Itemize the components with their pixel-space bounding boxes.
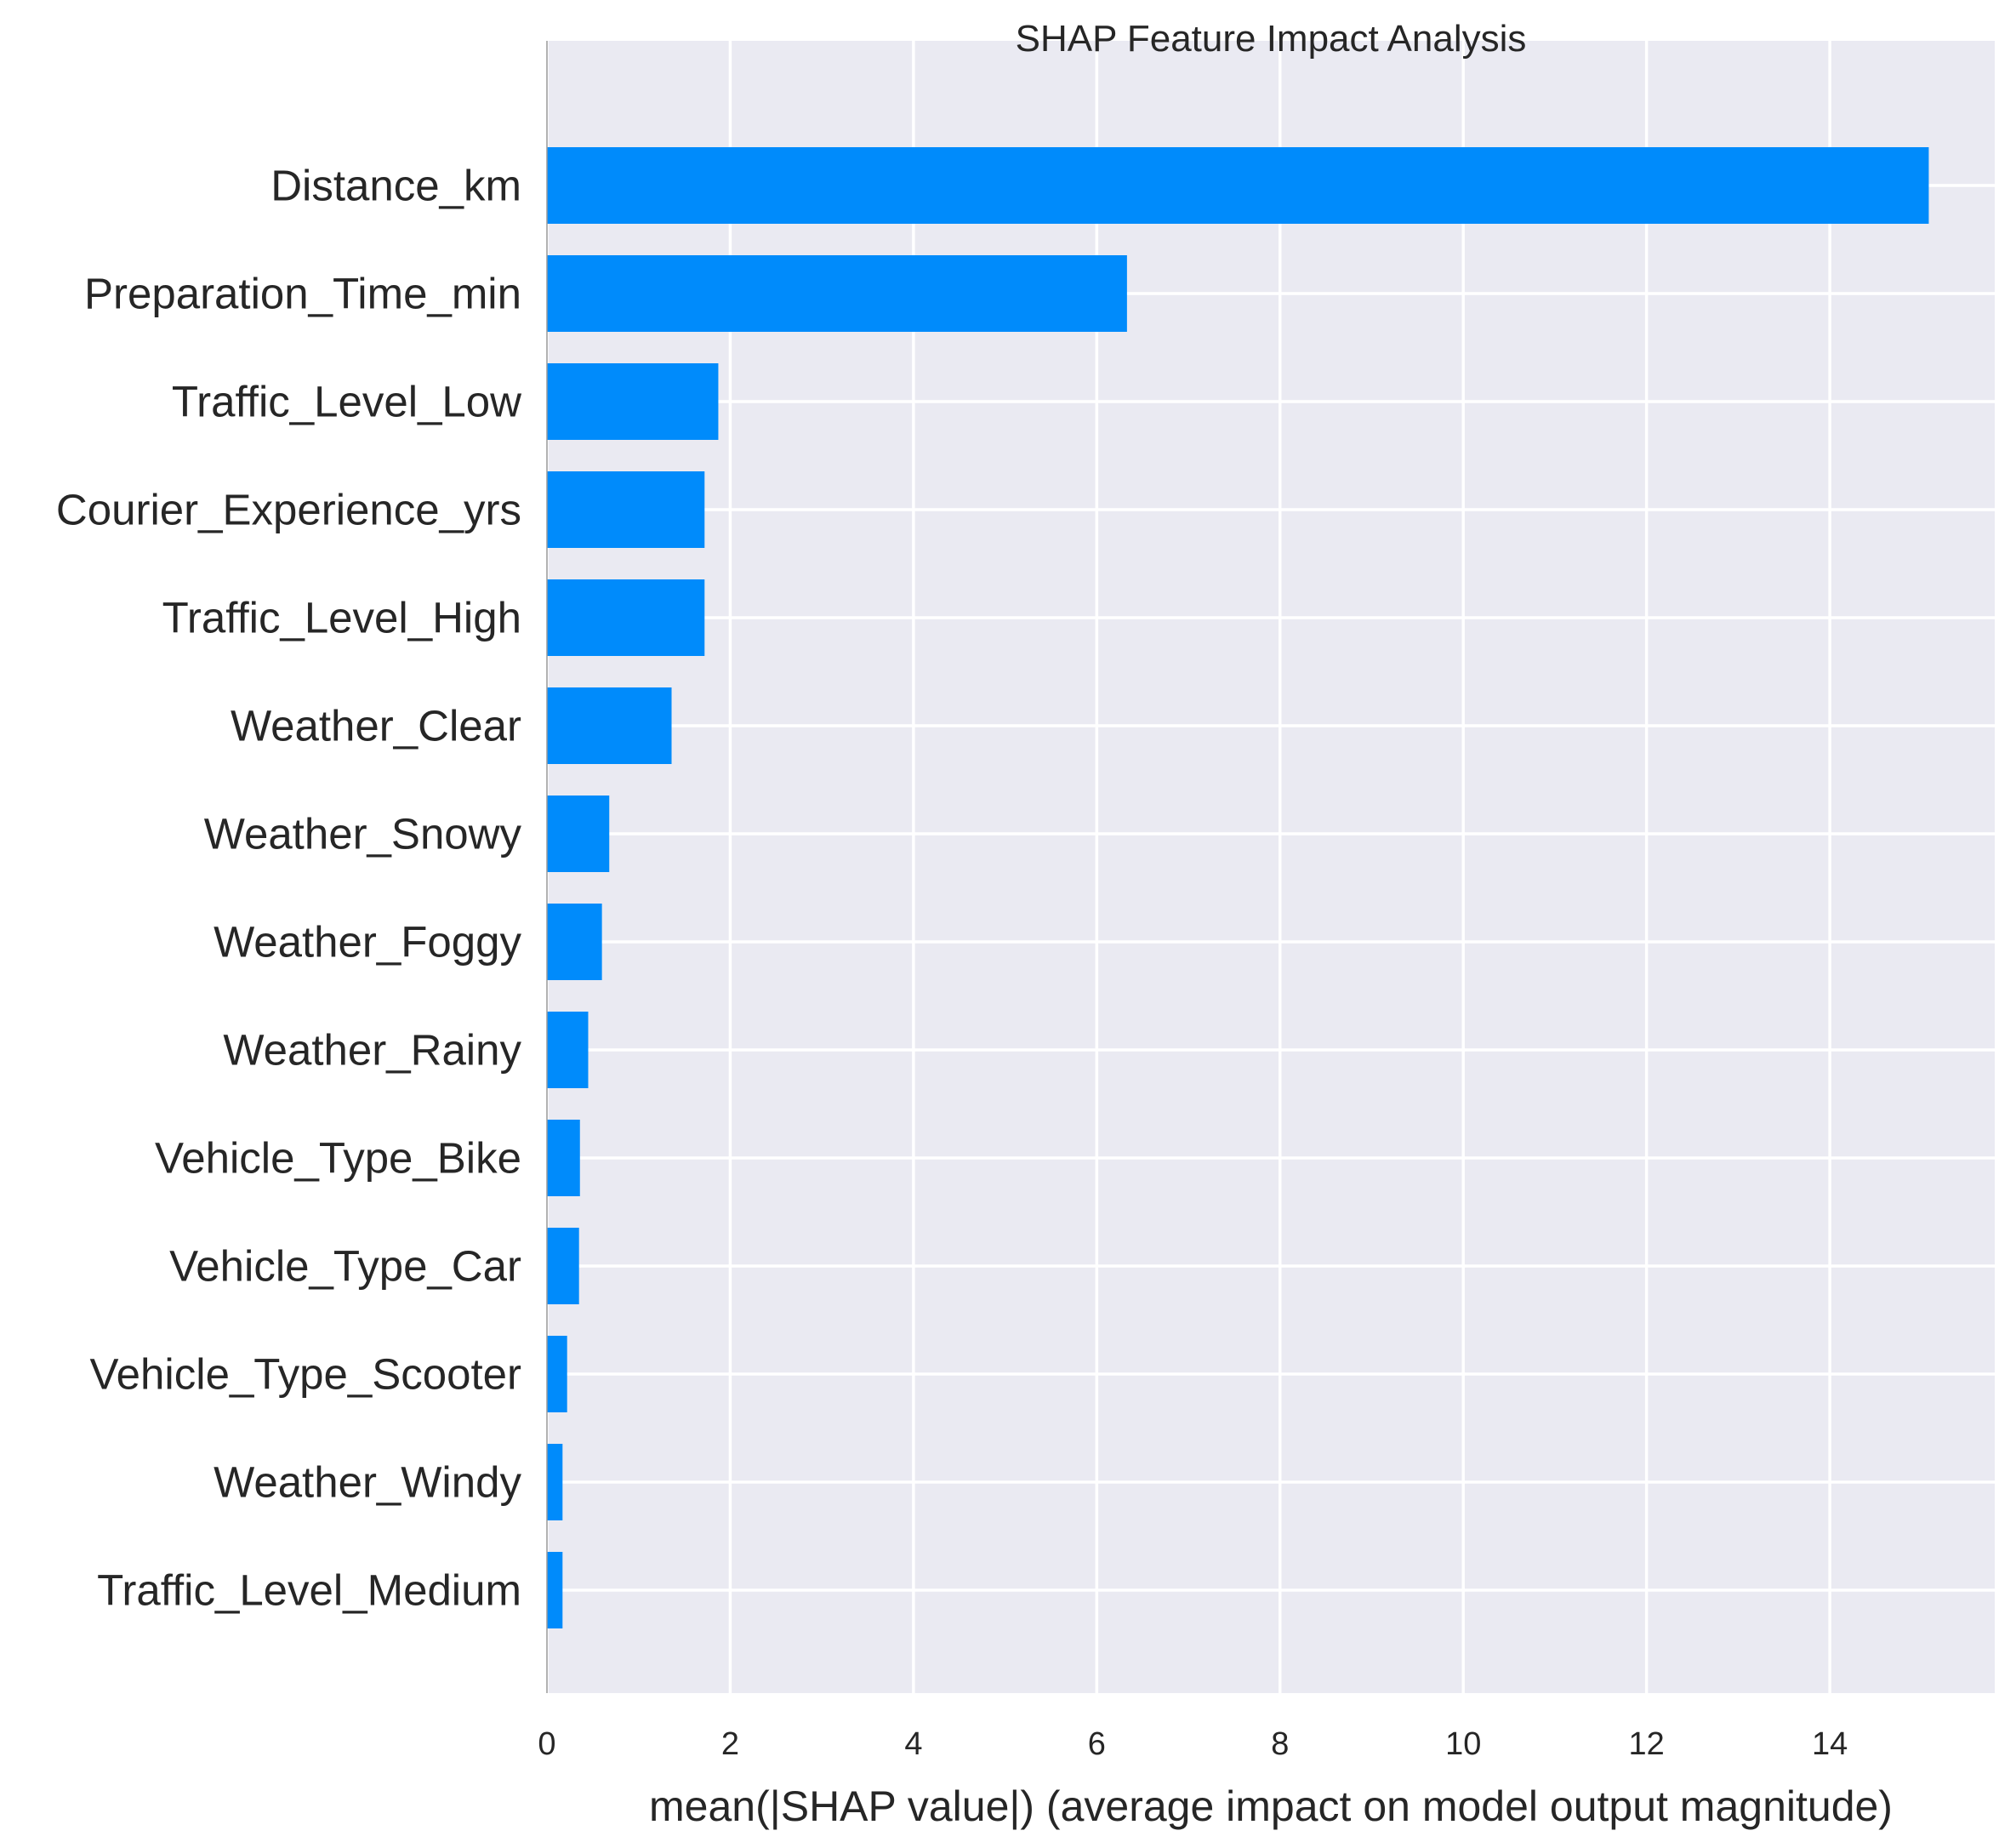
x-tick-label: 8 <box>1271 1726 1289 1762</box>
y-tick-label: Weather_Clear <box>231 702 521 750</box>
x-tick-label: 4 <box>904 1726 922 1762</box>
y-tick-label: Vehicle_Type_Bike <box>155 1134 521 1183</box>
bar-weather-snowy <box>547 796 610 872</box>
chart-title: SHAP Feature Impact Analysis <box>1016 18 1527 60</box>
bar-traffic-level-low <box>547 363 719 440</box>
x-axis-label: mean(|SHAP value|) (average impact on mo… <box>649 1782 1893 1830</box>
x-tick-label: 0 <box>538 1726 555 1762</box>
x-tick-label: 2 <box>721 1726 739 1762</box>
bar-weather-clear <box>547 687 672 764</box>
y-tick-labels: Distance_km Preparation_Time_min Traffic_L… <box>56 162 522 1615</box>
y-tick-label: Traffic_Level_Medium <box>97 1566 521 1615</box>
x-tick-label: 14 <box>1812 1726 1848 1762</box>
y-tick-label: Weather_Snowy <box>204 810 522 858</box>
y-tick-label: Weather_Foggy <box>214 918 521 967</box>
bars <box>547 147 1929 1628</box>
x-tick-label: 10 <box>1445 1726 1481 1762</box>
y-tick-label: Weather_Rainy <box>223 1026 521 1075</box>
y-tick-label: Vehicle_Type_Scooter <box>89 1350 521 1399</box>
bar-vehicle-type-scooter <box>547 1336 567 1412</box>
y-tick-label: Distance_km <box>271 162 521 210</box>
bar-distance-km <box>547 147 1929 224</box>
bar-weather-windy <box>547 1444 563 1520</box>
bar-weather-foggy <box>547 904 602 980</box>
y-tick-label: Preparation_Time_min <box>84 270 521 318</box>
bar-courier-experience-yrs <box>547 471 705 548</box>
x-tick-labels: 0 2 4 6 8 10 12 14 <box>538 1726 1848 1762</box>
y-tick-label: Traffic_Level_Low <box>172 378 521 426</box>
bar-traffic-level-medium <box>547 1552 563 1628</box>
bar-traffic-level-high <box>547 579 705 656</box>
bar-vehicle-type-bike <box>547 1120 580 1196</box>
y-tick-label: Courier_Experience_yrs <box>56 486 521 534</box>
y-tick-label: Weather_Windy <box>214 1458 521 1507</box>
y-tick-label: Vehicle_Type_Car <box>169 1242 521 1291</box>
bar-preparation-time-min <box>547 255 1127 332</box>
x-tick-label: 6 <box>1088 1726 1106 1762</box>
bar-weather-rainy <box>547 1012 589 1088</box>
bar-vehicle-type-car <box>547 1228 579 1304</box>
y-tick-label: Traffic_Level_High <box>162 594 521 642</box>
x-tick-label: 12 <box>1629 1726 1665 1762</box>
